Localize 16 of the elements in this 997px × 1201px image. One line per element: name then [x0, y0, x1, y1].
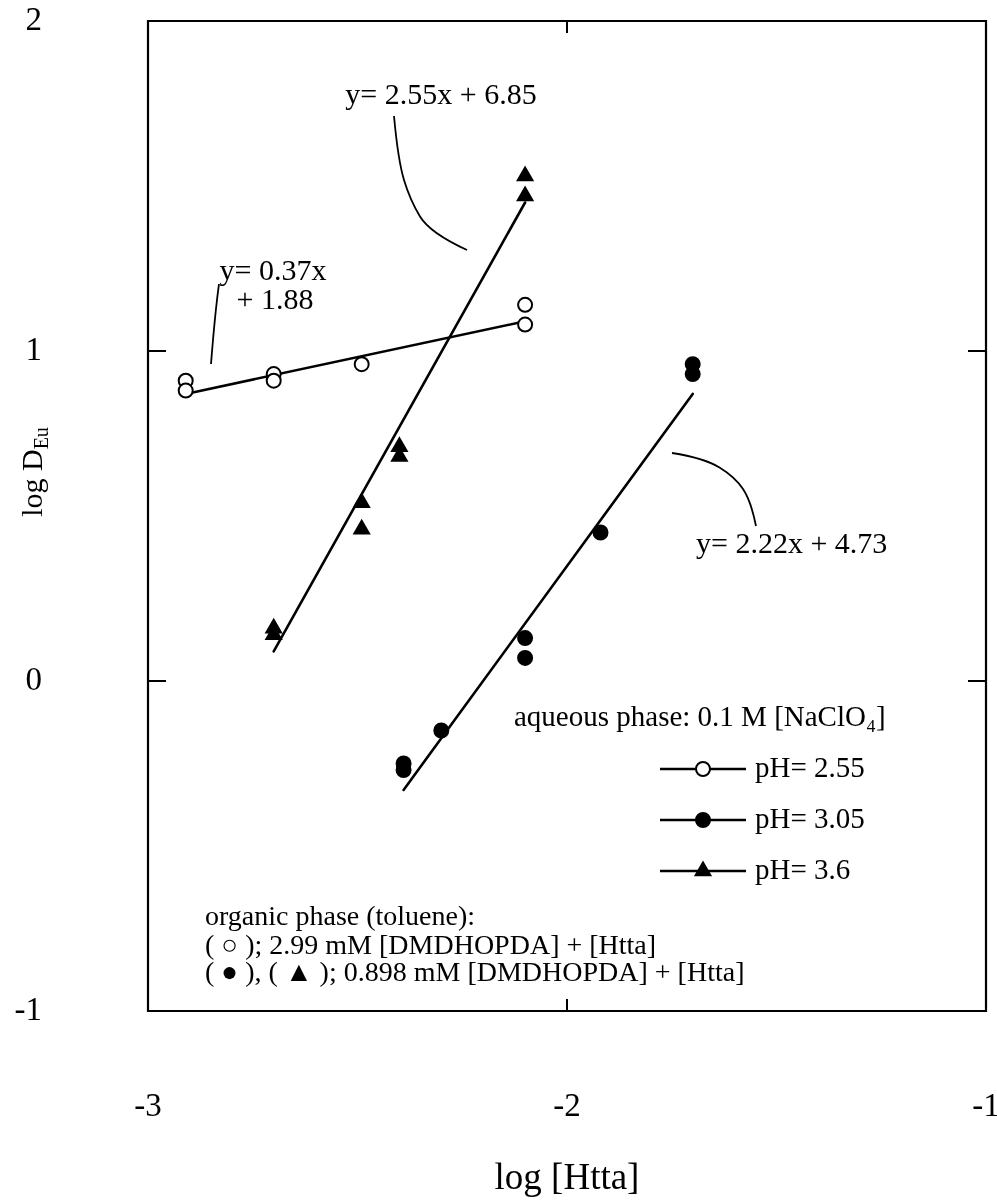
x-tick-label: -3 [134, 1087, 162, 1124]
legend-label: pH= 3.05 [755, 801, 865, 834]
y-tick-label: 0 [25, 660, 42, 697]
x-tick-label: -2 [553, 1087, 581, 1124]
annotation: organic phase (toluene): [205, 900, 476, 932]
x-axis-title: log [Htta] [494, 1155, 640, 1197]
annotation: y= 0.37x + 1.88 [219, 252, 327, 315]
annotation: y= 2.55x + 6.85 [345, 76, 537, 110]
y-tick-label: 2 [25, 0, 42, 37]
y-tick-label: 1 [25, 330, 42, 367]
legend-title: aqueous phase: 0.1 M [NaClO₄] [514, 699, 886, 732]
legend-label: pH= 3.6 [755, 852, 851, 885]
annotation: y= 2.22x + 4.73 [696, 525, 888, 559]
legend-label: pH= 2.55 [755, 750, 865, 783]
y-tick-label: -1 [14, 990, 42, 1027]
y-axis-title: log DEu [14, 427, 53, 517]
